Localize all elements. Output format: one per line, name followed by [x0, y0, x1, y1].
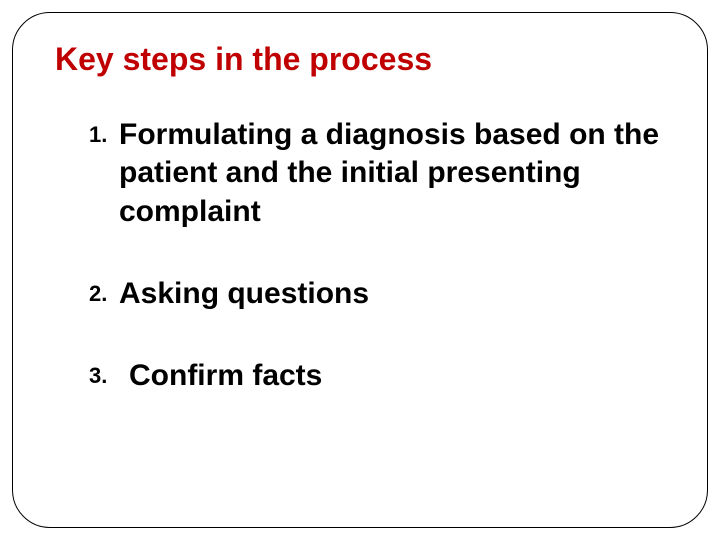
slide-frame: Key steps in the process 1. Formulating … — [12, 12, 708, 528]
slide: Key steps in the process 1. Formulating … — [0, 0, 720, 540]
item-text: Asking questions — [119, 275, 369, 313]
numbered-list: 1. Formulating a diagnosis based on the … — [89, 116, 671, 396]
list-item: 1. Formulating a diagnosis based on the … — [89, 116, 671, 231]
item-number: 1. — [89, 116, 119, 148]
item-number: 3. — [89, 357, 119, 389]
item-number: 2. — [89, 275, 119, 307]
list-item: 2. Asking questions — [89, 275, 671, 313]
item-text: Formulating a diagnosis based on the pat… — [119, 116, 671, 231]
item-text: Confirm facts — [119, 357, 322, 395]
slide-title: Key steps in the process — [55, 41, 671, 78]
list-item: 3. Confirm facts — [89, 357, 671, 395]
